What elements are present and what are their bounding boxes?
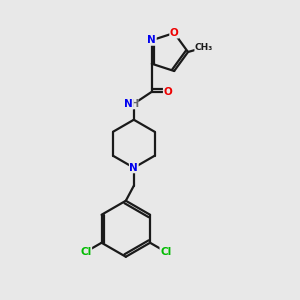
Text: N: N bbox=[124, 99, 133, 109]
Text: H: H bbox=[130, 99, 138, 109]
Text: O: O bbox=[164, 87, 172, 97]
Text: N: N bbox=[147, 35, 156, 45]
Text: N: N bbox=[129, 163, 138, 173]
Text: O: O bbox=[170, 28, 178, 38]
Text: Cl: Cl bbox=[80, 247, 92, 257]
Text: CH₃: CH₃ bbox=[195, 44, 213, 52]
Text: Cl: Cl bbox=[160, 247, 171, 257]
